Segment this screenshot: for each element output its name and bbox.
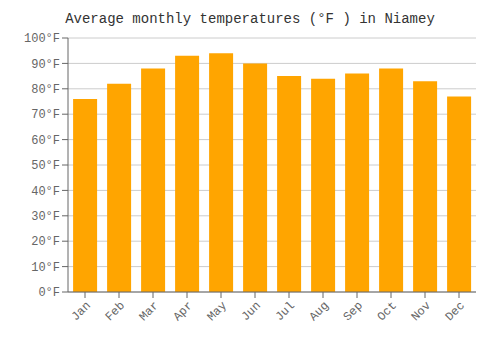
svg-text:40°F: 40°F bbox=[31, 185, 60, 199]
svg-text:Dec: Dec bbox=[443, 299, 468, 324]
svg-text:Aug: Aug bbox=[307, 299, 332, 324]
svg-text:100°F: 100°F bbox=[24, 32, 60, 46]
svg-text:20°F: 20°F bbox=[31, 235, 60, 249]
svg-text:Jan: Jan bbox=[69, 299, 94, 324]
svg-text:90°F: 90°F bbox=[31, 58, 60, 72]
svg-text:Feb: Feb bbox=[103, 299, 128, 324]
svg-text:Oct: Oct bbox=[375, 299, 400, 324]
html-text:Average monthly temperatures (: Average monthly temperatures (°F ) in Ni… bbox=[65, 11, 435, 27]
svg-text:80°F: 80°F bbox=[31, 83, 60, 97]
svg-text:Nov: Nov bbox=[409, 299, 434, 324]
svg-text:May: May bbox=[205, 299, 230, 324]
svg-text:60°F: 60°F bbox=[31, 134, 60, 148]
svg-text:0°F: 0°F bbox=[38, 286, 60, 300]
svg-text:Jul: Jul bbox=[273, 299, 298, 324]
svg-text:10°F: 10°F bbox=[31, 261, 60, 275]
svg-text:30°F: 30°F bbox=[31, 210, 60, 224]
svg-text:Mar: Mar bbox=[137, 299, 162, 324]
svg-text:Sep: Sep bbox=[341, 299, 366, 324]
svg-text:Jun: Jun bbox=[239, 299, 264, 324]
svg-text:50°F: 50°F bbox=[31, 159, 60, 173]
svg-text:70°F: 70°F bbox=[31, 108, 60, 122]
svg-text:Apr: Apr bbox=[171, 299, 196, 324]
